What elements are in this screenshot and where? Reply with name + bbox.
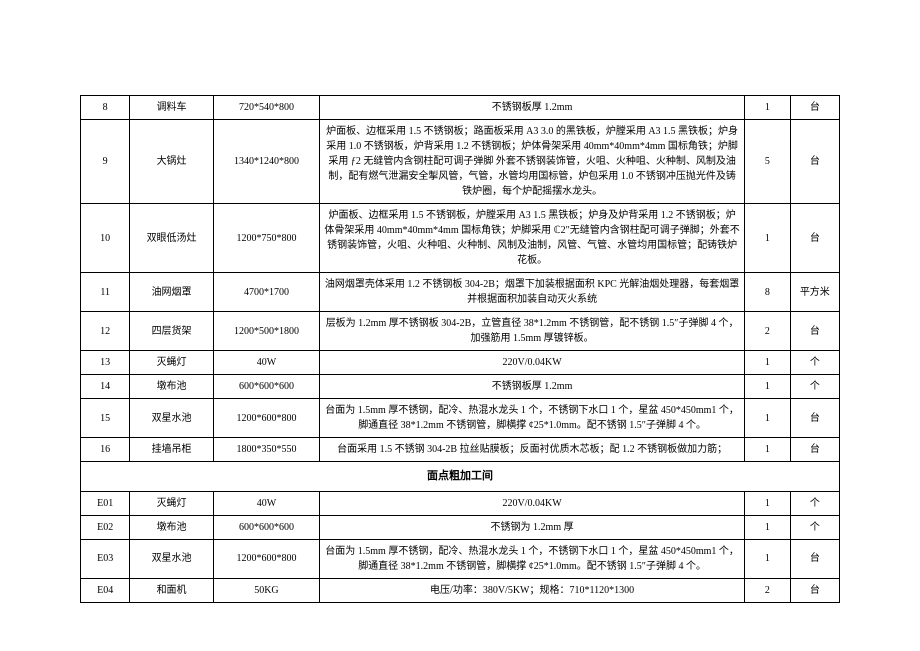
table-row: E03 双星水池 1200*600*800 台面为 1.5mm 厚不锈钢，配冷、…	[81, 539, 840, 578]
cell-desc: 220V/0.04KW	[320, 351, 745, 375]
cell-idx: 14	[81, 375, 130, 399]
cell-name: 灭蝇灯	[130, 491, 213, 515]
cell-idx: E02	[81, 515, 130, 539]
cell-qty: 1	[745, 491, 791, 515]
cell-spec: 1200*600*800	[213, 539, 319, 578]
cell-spec: 40W	[213, 351, 319, 375]
cell-desc: 层板为 1.2mm 厚不锈钢板 304-2B，立管直径 38*1.2mm 不锈钢…	[320, 312, 745, 351]
cell-desc: 台面为 1.5mm 厚不锈钢，配冷、热混水龙头 1 个，不锈钢下水口 1 个，星…	[320, 399, 745, 438]
cell-spec: 50KG	[213, 578, 319, 602]
cell-name: 双眼低汤灶	[130, 204, 213, 273]
cell-qty: 2	[745, 578, 791, 602]
cell-qty: 1	[745, 438, 791, 462]
cell-idx: 9	[81, 120, 130, 204]
page-container: 8 调料车 720*540*800 不锈钢板厚 1.2mm 1 台 9 大锅灶 …	[0, 0, 920, 633]
table-row: 10 双眼低汤灶 1200*750*800 炉面板、边框采用 1.5 不锈钢板，…	[81, 204, 840, 273]
table-row: 15 双星水池 1200*600*800 台面为 1.5mm 厚不锈钢，配冷、热…	[81, 399, 840, 438]
cell-name: 双星水池	[130, 539, 213, 578]
cell-name: 大锅灶	[130, 120, 213, 204]
cell-idx: E03	[81, 539, 130, 578]
cell-qty: 1	[745, 351, 791, 375]
cell-idx: 15	[81, 399, 130, 438]
cell-desc: 220V/0.04KW	[320, 491, 745, 515]
cell-qty: 1	[745, 96, 791, 120]
cell-desc: 炉面板、边框采用 1.5 不锈钢板，炉膛采用 A3 1.5 黑铁板；炉身及炉背采…	[320, 204, 745, 273]
cell-unit: 台	[790, 96, 839, 120]
cell-desc: 油网烟罩壳体采用 1.2 不锈钢板 304-2B；烟罩下加装根据面积 KPC 光…	[320, 273, 745, 312]
table-row: 9 大锅灶 1340*1240*800 炉面板、边框采用 1.5 不锈钢板；路面…	[81, 120, 840, 204]
cell-name: 双星水池	[130, 399, 213, 438]
cell-name: 和面机	[130, 578, 213, 602]
cell-qty: 5	[745, 120, 791, 204]
cell-name: 挂墙吊柜	[130, 438, 213, 462]
cell-name: 灭蝇灯	[130, 351, 213, 375]
table-row: 11 油网烟罩 4700*1700 油网烟罩壳体采用 1.2 不锈钢板 304-…	[81, 273, 840, 312]
cell-unit: 台	[790, 204, 839, 273]
cell-idx: E04	[81, 578, 130, 602]
cell-unit: 个	[790, 351, 839, 375]
cell-spec: 1200*500*1800	[213, 312, 319, 351]
cell-idx: 12	[81, 312, 130, 351]
cell-idx: 11	[81, 273, 130, 312]
cell-qty: 2	[745, 312, 791, 351]
cell-spec: 1800*350*550	[213, 438, 319, 462]
cell-idx: 10	[81, 204, 130, 273]
cell-spec: 600*600*600	[213, 515, 319, 539]
cell-desc: 电压/功率：380V/5KW；规格：710*1120*1300	[320, 578, 745, 602]
cell-unit: 个	[790, 515, 839, 539]
cell-unit: 个	[790, 375, 839, 399]
cell-unit: 个	[790, 491, 839, 515]
cell-qty: 1	[745, 539, 791, 578]
cell-desc: 台面采用 1.5 不锈钢 304-2B 拉丝贴膜板；反面衬优质木芯板；配 1.2…	[320, 438, 745, 462]
cell-name: 墩布池	[130, 515, 213, 539]
cell-name: 墩布池	[130, 375, 213, 399]
cell-qty: 8	[745, 273, 791, 312]
cell-qty: 1	[745, 375, 791, 399]
table-row: 8 调料车 720*540*800 不锈钢板厚 1.2mm 1 台	[81, 96, 840, 120]
table-row: 12 四层货架 1200*500*1800 层板为 1.2mm 厚不锈钢板 30…	[81, 312, 840, 351]
cell-spec: 720*540*800	[213, 96, 319, 120]
table-row: 16 挂墙吊柜 1800*350*550 台面采用 1.5 不锈钢 304-2B…	[81, 438, 840, 462]
cell-spec: 1200*600*800	[213, 399, 319, 438]
cell-spec: 40W	[213, 491, 319, 515]
cell-idx: E01	[81, 491, 130, 515]
table-row: E04 和面机 50KG 电压/功率：380V/5KW；规格：710*1120*…	[81, 578, 840, 602]
cell-name: 调料车	[130, 96, 213, 120]
cell-unit: 台	[790, 578, 839, 602]
cell-unit: 台	[790, 312, 839, 351]
cell-idx: 16	[81, 438, 130, 462]
cell-spec: 4700*1700	[213, 273, 319, 312]
cell-unit: 台	[790, 120, 839, 204]
cell-unit: 台	[790, 539, 839, 578]
cell-unit: 台	[790, 438, 839, 462]
cell-spec: 1200*750*800	[213, 204, 319, 273]
cell-idx: 13	[81, 351, 130, 375]
cell-unit: 台	[790, 399, 839, 438]
cell-idx: 8	[81, 96, 130, 120]
cell-desc: 不锈钢板厚 1.2mm	[320, 375, 745, 399]
cell-desc: 台面为 1.5mm 厚不锈钢，配冷、热混水龙头 1 个，不锈钢下水口 1 个，星…	[320, 539, 745, 578]
cell-qty: 1	[745, 515, 791, 539]
equipment-table: 8 调料车 720*540*800 不锈钢板厚 1.2mm 1 台 9 大锅灶 …	[80, 95, 840, 603]
cell-desc: 不锈钢板厚 1.2mm	[320, 96, 745, 120]
cell-spec: 1340*1240*800	[213, 120, 319, 204]
cell-qty: 1	[745, 204, 791, 273]
cell-unit: 平方米	[790, 273, 839, 312]
cell-desc: 炉面板、边框采用 1.5 不锈钢板；路面板采用 A3 3.0 的黑铁板，炉膛采用…	[320, 120, 745, 204]
table-row: E01 灭蝇灯 40W 220V/0.04KW 1 个	[81, 491, 840, 515]
section-title: 面点粗加工间	[81, 462, 840, 492]
cell-qty: 1	[745, 399, 791, 438]
table-row: E02 墩布池 600*600*600 不锈钢为 1.2mm 厚 1 个	[81, 515, 840, 539]
cell-name: 油网烟罩	[130, 273, 213, 312]
cell-name: 四层货架	[130, 312, 213, 351]
cell-spec: 600*600*600	[213, 375, 319, 399]
table-row: 13 灭蝇灯 40W 220V/0.04KW 1 个	[81, 351, 840, 375]
table-row: 14 墩布池 600*600*600 不锈钢板厚 1.2mm 1 个	[81, 375, 840, 399]
section-header-row: 面点粗加工间	[81, 462, 840, 492]
cell-desc: 不锈钢为 1.2mm 厚	[320, 515, 745, 539]
